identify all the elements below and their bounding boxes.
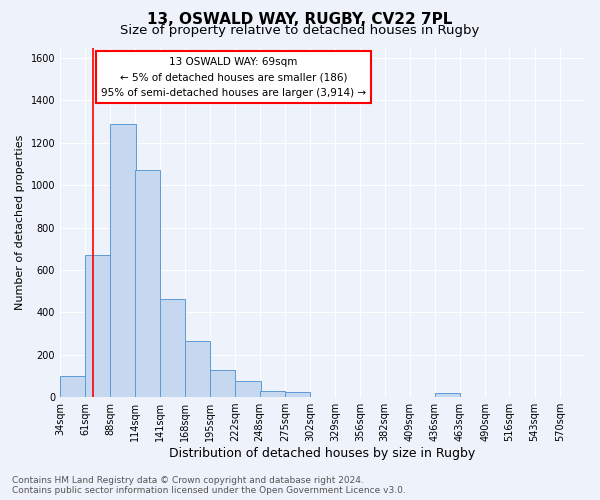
Bar	[85, 255, 110, 397]
Bar	[435, 394, 460, 397]
Bar	[260, 390, 285, 397]
Y-axis label: Number of detached properties: Number of detached properties	[15, 134, 25, 310]
Bar	[110, 124, 136, 397]
Text: Size of property relative to detached houses in Rugby: Size of property relative to detached ho…	[121, 24, 479, 37]
Bar	[185, 341, 210, 397]
Bar	[134, 170, 160, 397]
Text: Contains HM Land Registry data © Crown copyright and database right 2024.
Contai: Contains HM Land Registry data © Crown c…	[12, 476, 406, 495]
Bar	[235, 381, 260, 397]
Bar	[210, 370, 235, 397]
Text: 13 OSWALD WAY: 69sqm
← 5% of detached houses are smaller (186)
95% of semi-detac: 13 OSWALD WAY: 69sqm ← 5% of detached ho…	[101, 56, 366, 98]
Bar	[285, 392, 310, 397]
Bar	[160, 298, 185, 397]
X-axis label: Distribution of detached houses by size in Rugby: Distribution of detached houses by size …	[169, 447, 476, 460]
Text: 13, OSWALD WAY, RUGBY, CV22 7PL: 13, OSWALD WAY, RUGBY, CV22 7PL	[148, 12, 452, 28]
Bar	[60, 376, 85, 397]
